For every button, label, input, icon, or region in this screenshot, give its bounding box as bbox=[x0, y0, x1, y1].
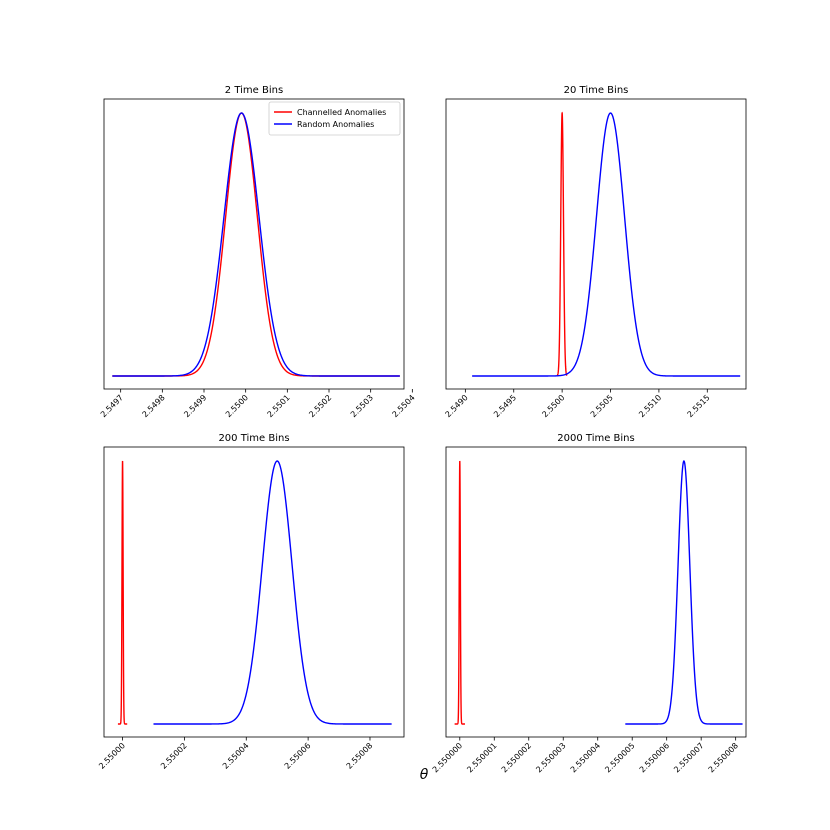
legend-entry-label: Channelled Anomalies bbox=[297, 108, 386, 117]
series-line-channelled bbox=[454, 460, 465, 725]
legend-box bbox=[268, 101, 401, 136]
legend-entry-label: Random Anomalies bbox=[297, 120, 374, 129]
series-line-random bbox=[472, 112, 741, 377]
subplot-title: 200 Time Bins bbox=[218, 433, 289, 444]
series-line-random bbox=[153, 460, 392, 725]
subplot-title: 2000 Time Bins bbox=[557, 433, 634, 444]
series-line-random bbox=[112, 112, 400, 377]
series-line-channelled bbox=[117, 460, 128, 725]
subplot-title: 20 Time Bins bbox=[564, 85, 629, 96]
axes-frame bbox=[103, 446, 405, 738]
subplot-title: 2 Time Bins bbox=[225, 85, 283, 96]
x-axis-label: θ bbox=[420, 767, 429, 783]
axes-frame bbox=[445, 446, 747, 738]
axes-frame bbox=[445, 98, 747, 390]
legend: Channelled Anomalies Random Anomalies bbox=[268, 101, 401, 136]
series-line-random bbox=[625, 459, 743, 725]
series-line-channelled bbox=[556, 111, 568, 377]
axes-frame bbox=[103, 98, 405, 390]
